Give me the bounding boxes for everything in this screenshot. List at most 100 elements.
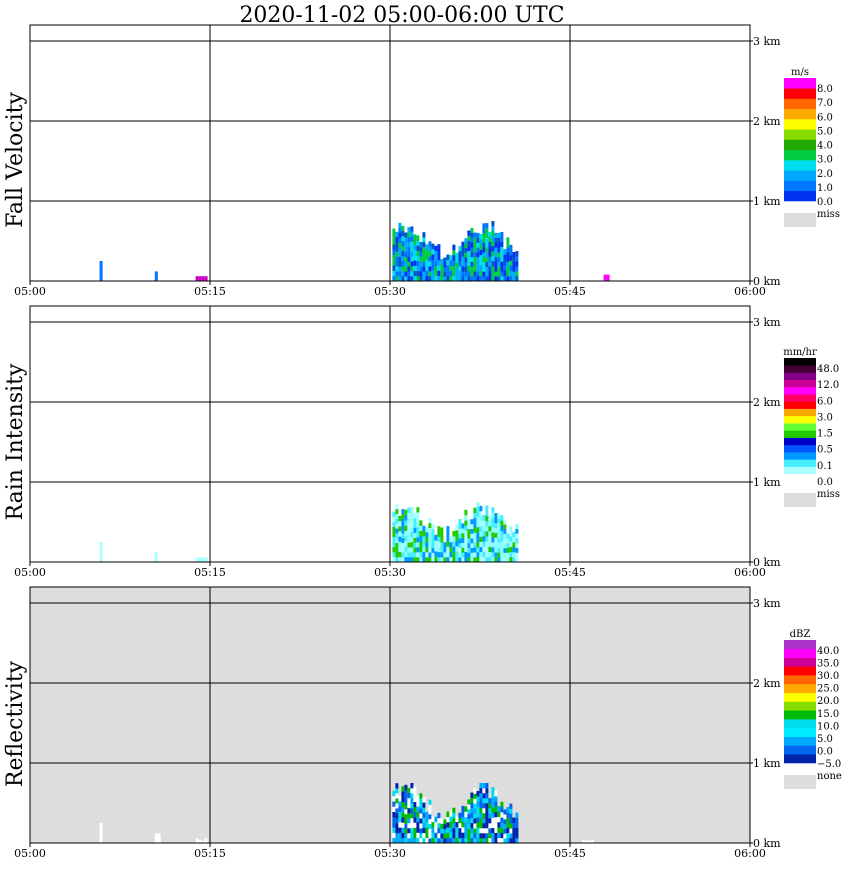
y-tick-label: 3 km (753, 597, 781, 610)
echo-cell (404, 813, 408, 820)
echo-cell (476, 276, 480, 282)
echo-cell (410, 506, 414, 513)
echo-cell (395, 504, 399, 510)
echo-cell (413, 552, 417, 558)
echo-cell (404, 784, 408, 790)
echo-cell (482, 783, 486, 789)
echo-cell (461, 542, 465, 548)
echo-cell (401, 832, 405, 839)
echo-cell (446, 821, 450, 828)
echo-cell (398, 515, 402, 522)
echo-cell (515, 817, 519, 824)
echo-cell (476, 806, 480, 813)
echo-cell (392, 816, 396, 823)
echo-cell (422, 530, 426, 537)
colorbar-unit: m/s (791, 67, 809, 78)
colorbar-label: 3.0 (817, 412, 833, 423)
echo-cell (467, 538, 471, 544)
echo-cell (410, 833, 414, 839)
colorbar-swatch (784, 423, 816, 431)
echo-cell (479, 803, 483, 809)
echo-cell (455, 262, 459, 268)
echo-cell (473, 833, 477, 839)
echo-cell (204, 276, 208, 282)
colorbar-label: 30.0 (817, 671, 839, 682)
echo-cell (416, 522, 420, 528)
echo-cell (416, 275, 420, 282)
echo-cell (416, 265, 420, 272)
echo-cell (422, 525, 426, 532)
colorbar-swatch (784, 675, 816, 685)
echo-cell (437, 832, 441, 839)
echo-cell (476, 822, 480, 828)
echo-cell (500, 546, 504, 552)
echo-cell (500, 266, 504, 272)
echo-cell (434, 250, 438, 257)
echo-cell (452, 817, 456, 824)
echo-cell (479, 260, 483, 266)
echo-cell (416, 806, 420, 812)
echo-cell (509, 275, 513, 282)
echo-cell (410, 556, 414, 563)
echo-cell (392, 521, 396, 528)
colorbar-label: 1.0 (817, 183, 833, 194)
echo-cell (482, 237, 486, 243)
colorbar-swatch (784, 736, 816, 746)
echo-cell (491, 241, 495, 247)
echo-cell (452, 546, 456, 552)
echo-cell (392, 239, 396, 245)
echo-cell (485, 551, 489, 558)
echo-cell (455, 551, 459, 557)
echo-cell (488, 236, 492, 242)
echo-cell (485, 266, 489, 272)
echo-cell (395, 513, 399, 519)
echo-cell (497, 557, 501, 563)
echo-cell (404, 556, 408, 563)
echo-cell (497, 518, 501, 524)
echo-cell (407, 271, 411, 277)
echo-cell (419, 551, 423, 558)
echo-cell (404, 261, 408, 267)
echo-cell (494, 547, 498, 553)
echo-cell (422, 802, 426, 808)
echo-cell (437, 259, 441, 266)
x-tick-label: 05:15 (194, 847, 226, 860)
echo-cell (500, 806, 504, 813)
echo-cell (494, 832, 498, 839)
colorbar-label: 1.5 (817, 429, 833, 440)
echo-cell (503, 254, 507, 261)
echo-cell (401, 796, 405, 803)
echo-cell (425, 254, 429, 261)
echo-cell (416, 795, 420, 802)
echo-cell (99, 261, 103, 267)
echo-cell (416, 245, 420, 251)
colorbar-label: 12.0 (817, 380, 839, 391)
echo-cell (491, 542, 495, 548)
echo-cell (470, 797, 474, 803)
echo-cell (473, 247, 477, 253)
y-tick-label: 3 km (753, 35, 781, 48)
echo-cell (413, 817, 417, 823)
echo-cell (485, 818, 489, 824)
colorbar-swatch (784, 452, 816, 460)
echo-cell (467, 240, 471, 246)
echo-cell (515, 266, 519, 272)
panel-3: 05:00 05:15 05:30 05:45 06:000 km 1 km 2 km 3 k… (3, 586, 842, 860)
echo-cell (401, 509, 405, 515)
echo-cell (398, 261, 402, 267)
echo-cell (488, 536, 492, 542)
echo-cell (419, 256, 423, 262)
echo-cell (482, 530, 486, 537)
echo-cell (476, 502, 480, 508)
echo-cell (482, 813, 486, 819)
echo-cell (470, 271, 474, 277)
echo-cell (425, 526, 429, 533)
echo-cell (395, 783, 399, 789)
echo-cell (401, 786, 405, 792)
echo-cell (470, 822, 474, 829)
echo-cell (419, 251, 423, 257)
echo-cell (485, 505, 489, 511)
echo-cell (407, 517, 411, 523)
echo-cell (473, 808, 477, 814)
